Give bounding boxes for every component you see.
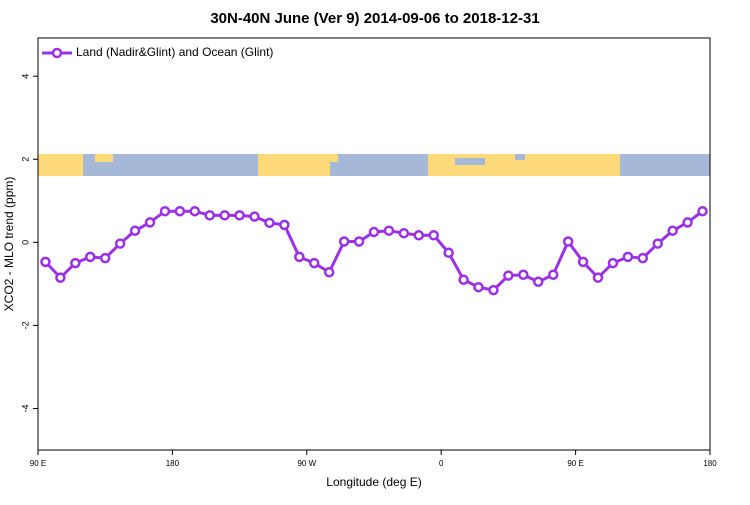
data-point — [577, 256, 589, 268]
data-point — [99, 252, 111, 264]
data-point — [473, 281, 484, 293]
x-tick-label: 90 W — [297, 459, 316, 468]
data-point — [249, 211, 260, 222]
data-point — [533, 276, 544, 288]
y-tick-label: 0 — [20, 240, 30, 245]
data-point — [637, 252, 649, 264]
series-line — [44, 209, 704, 292]
data-point — [353, 236, 365, 247]
x-tick-label: 180 — [703, 459, 717, 468]
data-point — [413, 230, 425, 241]
data-point — [607, 257, 619, 269]
y-tick-label: -2 — [20, 321, 30, 329]
data-point — [294, 251, 305, 263]
data-point — [40, 256, 51, 268]
data-point — [547, 269, 559, 280]
data-point — [443, 247, 454, 258]
data-point — [622, 251, 634, 263]
data-point — [219, 210, 230, 221]
data-point — [398, 227, 410, 239]
x-tick-label: 180 — [166, 459, 180, 468]
y-tick-label: 2 — [20, 157, 30, 162]
x-axis-label: Longitude (deg E) — [326, 475, 421, 489]
data-point — [383, 225, 395, 236]
data-point — [697, 205, 708, 217]
y-axis-label: XCO2 - MLO trend (ppm) — [2, 177, 16, 312]
legend-label: Land (Nadir&Glint) and Ocean (Glint) — [76, 45, 273, 59]
data-point — [85, 251, 96, 263]
data-point — [458, 274, 469, 285]
data-point — [204, 210, 215, 221]
data-point — [114, 238, 126, 249]
data-point — [652, 238, 663, 249]
data-point — [368, 226, 380, 238]
data-point — [174, 205, 186, 217]
data-point — [159, 205, 171, 217]
data-point — [309, 257, 320, 269]
data-point — [503, 270, 514, 281]
data-point — [234, 210, 245, 221]
data-point — [518, 269, 529, 280]
data-point — [279, 219, 290, 231]
data-point — [682, 217, 693, 228]
data-point — [488, 284, 499, 296]
data-point — [55, 272, 66, 283]
data-point — [667, 225, 678, 236]
data-point — [144, 217, 156, 228]
data-point — [338, 236, 350, 247]
y-tick-label: -4 — [20, 404, 30, 412]
data-point — [592, 272, 604, 283]
data-point — [428, 230, 439, 241]
plot-frame — [37, 37, 711, 451]
chart-title: 30N-40N June (Ver 9) 2014-09-06 to 2018-… — [210, 10, 539, 27]
data-point — [129, 225, 141, 236]
data-point — [562, 236, 574, 247]
map-strip — [38, 154, 710, 176]
legend-marker — [51, 47, 63, 59]
data-point — [189, 205, 201, 217]
x-tick-label: 90 E — [30, 459, 46, 468]
x-tick-label: 0 — [439, 459, 444, 468]
data-point — [264, 217, 275, 229]
data-point — [323, 266, 335, 278]
x-tick-label: 90 E — [567, 459, 583, 468]
y-tick-label: 4 — [20, 74, 30, 79]
data-point — [70, 257, 81, 269]
